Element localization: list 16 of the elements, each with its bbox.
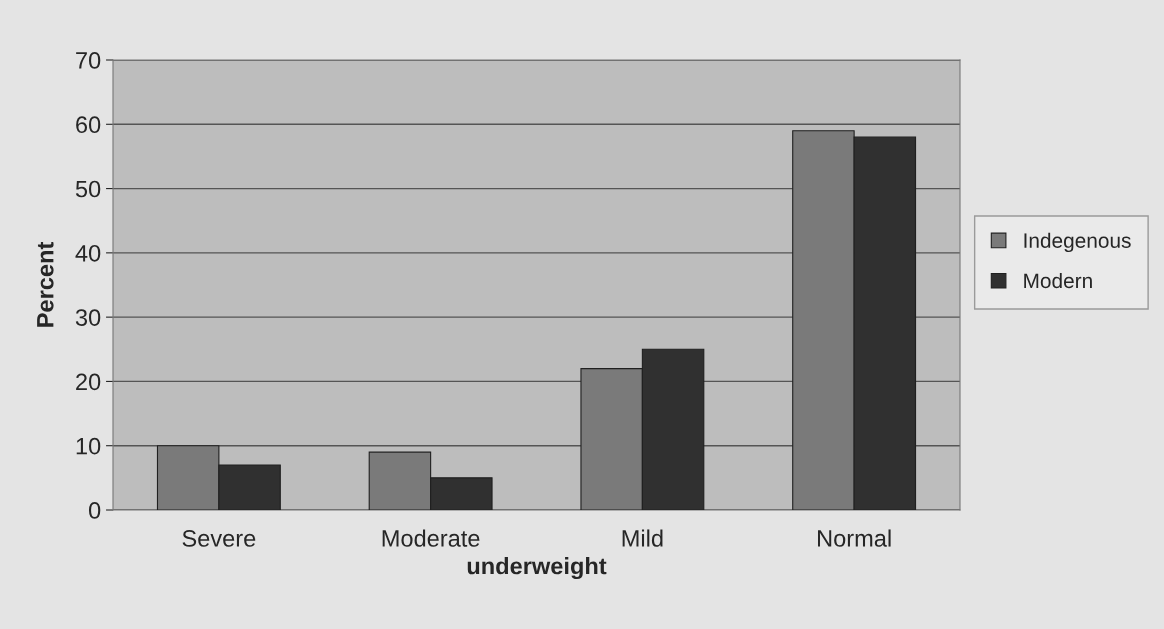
- y-tick-label: 40: [75, 244, 101, 262]
- legend-label: Modern: [1024, 272, 1092, 289]
- y-tick-label: 60: [76, 116, 101, 134]
- legend-label: Indegenous: [1024, 232, 1131, 253]
- x-tick-label: Mild: [622, 529, 663, 547]
- y-tick-label: 10: [76, 437, 101, 455]
- x-tick-label: Moderate: [382, 529, 480, 547]
- y-tick-label: 50: [75, 180, 101, 198]
- y-axis-title: Percent: [37, 241, 54, 327]
- y-tick-label: 30: [75, 309, 101, 326]
- x-axis-title: underweight: [467, 557, 607, 580]
- x-tick-label: Severe: [182, 530, 256, 547]
- y-tick-label: 70: [76, 52, 101, 69]
- y-tick-label: 0: [88, 502, 101, 519]
- y-tick-label: 20: [76, 373, 101, 391]
- x-tick-label: Normal: [818, 529, 891, 547]
